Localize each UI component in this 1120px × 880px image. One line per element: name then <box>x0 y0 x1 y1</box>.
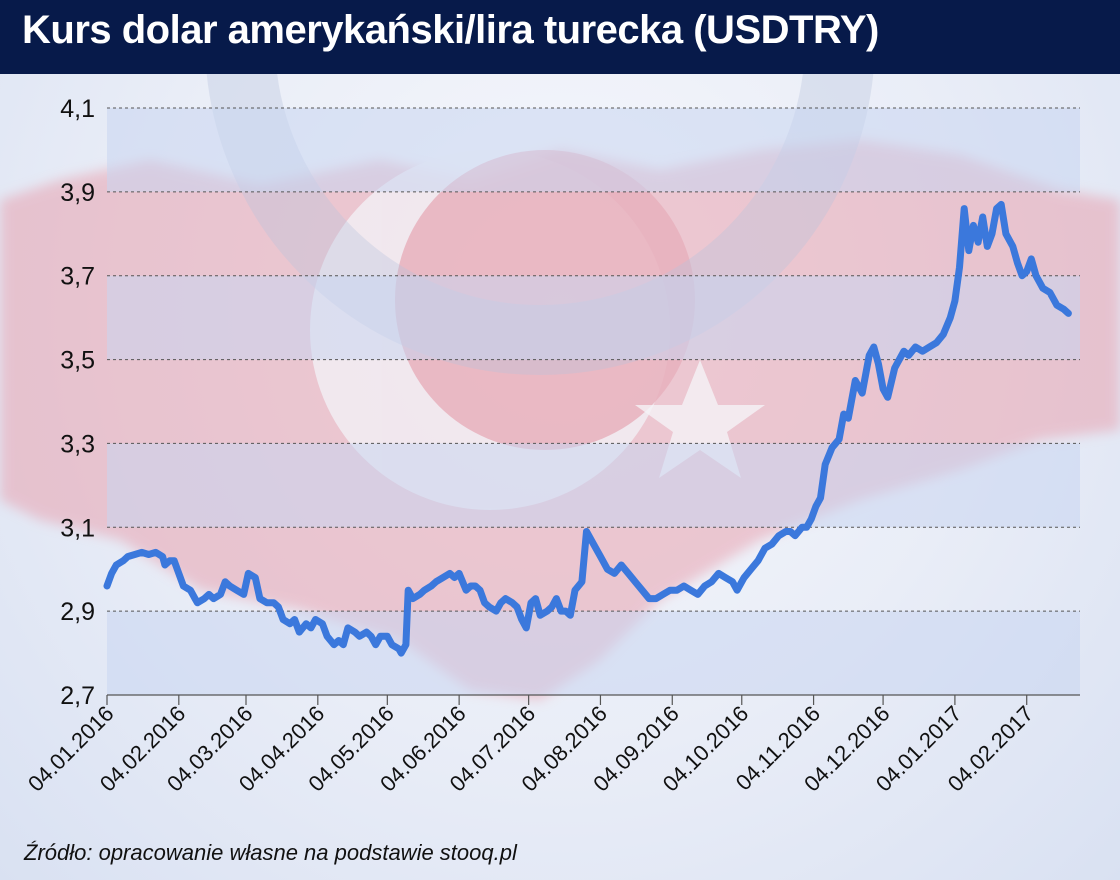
chart-title: Kurs dolar amerykański/lira turecka (USD… <box>22 8 879 52</box>
plot-band <box>107 108 1080 192</box>
y-axis: 2,7 2,9 3,1 3,3 3,5 3,7 3,9 4,1 <box>60 95 95 710</box>
x-axis: 04.01.201604.02.201604.03.201604.04.2016… <box>23 694 1080 796</box>
y-tick-label: 3,5 <box>60 347 95 375</box>
star-icon <box>635 360 765 478</box>
y-tick-label: 2,9 <box>60 598 95 626</box>
source-note: Źródło: opracowanie własne na podstawie … <box>24 840 517 865</box>
series-layer <box>103 200 1072 657</box>
title-bar: Kurs dolar amerykański/lira turecka (USD… <box>0 0 1120 74</box>
y-tick-label: 4,1 <box>60 95 95 123</box>
y-tick-label: 3,1 <box>60 514 95 542</box>
gridlines <box>107 107 1080 612</box>
y-tick-label: 2,7 <box>60 682 95 710</box>
series-line-usdtry <box>103 200 1072 657</box>
y-tick-label: 3,9 <box>60 179 95 207</box>
y-tick-label: 3,3 <box>60 430 95 458</box>
plot-bands <box>107 108 1080 695</box>
plot-band <box>107 611 1080 695</box>
y-tick-label: 3,7 <box>60 263 95 291</box>
plot-band <box>107 443 1080 528</box>
